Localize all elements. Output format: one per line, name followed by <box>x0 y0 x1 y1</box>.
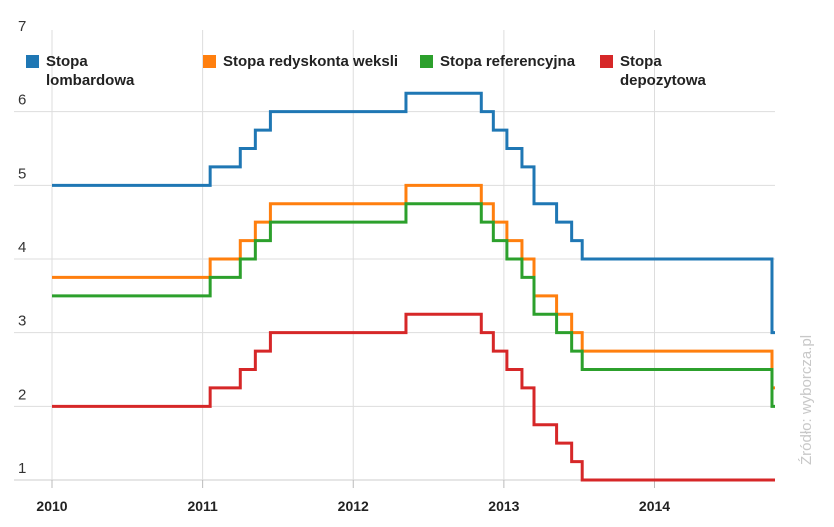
legend-label-referencyjna: Stopa referencyjna <box>440 53 576 70</box>
y-tick-label: 4 <box>18 239 26 256</box>
x-tick-label: 2010 <box>36 498 67 514</box>
y-tick-label: 6 <box>18 92 26 109</box>
y-tick-label: 5 <box>18 165 26 182</box>
series-line-2[interactable] <box>52 202 775 408</box>
series-line-3[interactable] <box>52 312 775 482</box>
legend-swatch-lombardowa <box>26 55 39 68</box>
x-tick-label: 2011 <box>187 498 218 514</box>
legend-item-lombardowa[interactable]: Stopa lombardowa <box>26 52 156 90</box>
series-line-1[interactable] <box>52 183 775 390</box>
y-axis-tick-labels: 1 2 3 4 5 6 7 <box>18 18 26 477</box>
legend-swatch-depozytowa <box>600 55 613 68</box>
source-note: Źródło: wyborcza.pl <box>798 334 815 465</box>
y-tick-label: 2 <box>18 386 26 403</box>
legend-swatch-referencyjna <box>420 55 433 68</box>
legend-item-referencyjna[interactable]: Stopa referencyjna <box>420 52 575 71</box>
series-line-0[interactable] <box>52 91 775 335</box>
y-tick-label: 1 <box>18 460 26 477</box>
legend-label-depozytowa: Stopa depozytowa <box>620 53 706 89</box>
series-lines <box>52 91 775 482</box>
legend: Stopa lombardowa Stopa redyskonta weksli… <box>0 52 834 112</box>
x-tick-label: 2012 <box>338 498 369 514</box>
y-tick-label: 7 <box>18 18 26 35</box>
x-axis-tick-labels: 2010 2011 2012 2013 2014 <box>36 498 670 514</box>
legend-label-redyskonta: Stopa redyskonta weksli <box>223 53 399 70</box>
legend-item-depozytowa[interactable]: Stopa depozytowa <box>600 52 730 90</box>
x-tick-label: 2013 <box>488 498 519 514</box>
legend-swatch-redyskonta <box>203 55 216 68</box>
y-tick-label: 3 <box>18 313 26 330</box>
legend-label-lombardowa: Stopa lombardowa <box>46 53 135 89</box>
x-tick-label: 2014 <box>639 498 670 514</box>
legend-item-redyskonta[interactable]: Stopa redyskonta weksli <box>203 52 398 71</box>
